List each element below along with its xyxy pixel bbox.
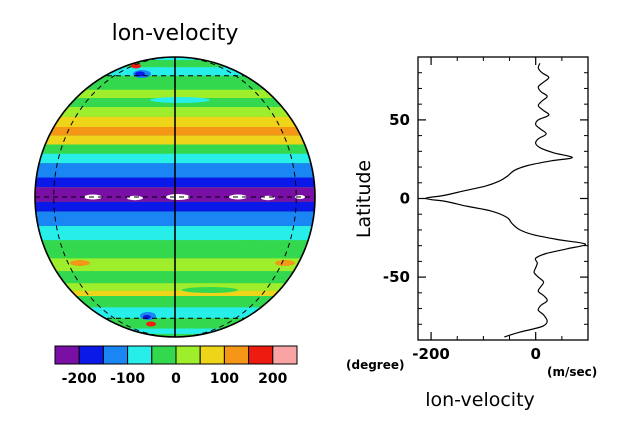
colorbar-swatch <box>199 345 225 365</box>
x-tick-label: 0 <box>530 345 540 363</box>
texture-blob <box>275 260 295 266</box>
plot-frame <box>417 56 589 341</box>
colorbar-tick-label: -200 <box>62 371 97 387</box>
colorbar-tick-label: 200 <box>258 371 287 387</box>
axes: -50 0 50 -200 0 <box>383 57 589 363</box>
colorbar-tick-label: 100 <box>210 371 239 387</box>
y-axis-label: Latitude <box>353 160 375 238</box>
colorbar: -200 -100 0 100 200 <box>54 345 298 387</box>
colorbar-swatch <box>223 345 250 365</box>
colorbar-swatch <box>78 345 104 365</box>
profile-plot: -50 0 50 -200 0 Latitude (degree) (m/sec) lo… <box>346 56 597 411</box>
colorbar-swatch <box>151 345 177 365</box>
y-tick-label: -50 <box>383 268 410 286</box>
equatorial-white-patch <box>166 194 190 200</box>
x-tick-label: -200 <box>412 345 450 363</box>
globe-title: lon-velocity <box>112 21 239 46</box>
y-tick-label: 0 <box>400 190 410 208</box>
meridian-line <box>53 57 176 337</box>
globe-map <box>34 56 316 338</box>
x-unit-label: (m/sec) <box>547 365 597 379</box>
colorbar-swatch <box>54 345 80 365</box>
velocity-profile-line <box>425 63 587 338</box>
equatorial-white-patch <box>127 195 143 201</box>
y-tick-label: 50 <box>389 111 410 129</box>
meridian-line <box>174 57 297 337</box>
colorbar-swatch <box>248 345 274 365</box>
profile-title: lon-velocity <box>425 389 535 411</box>
colorbar-swatch <box>272 345 298 365</box>
y-unit-label: (degree) <box>346 358 404 372</box>
texture-blob <box>182 287 238 293</box>
texture-blob <box>70 260 90 266</box>
north-vortex-core <box>135 71 145 77</box>
texture-blob <box>150 97 210 103</box>
texture-blob <box>225 240 275 246</box>
colorbar-swatch <box>102 345 129 365</box>
colorbar-tick-label: 0 <box>171 371 181 387</box>
texture-blob <box>73 154 117 160</box>
north-red-spot <box>131 63 141 69</box>
equatorial-white-patch <box>261 195 275 201</box>
colorbar-tick-label: -100 <box>110 371 145 387</box>
south-red-spot <box>146 321 156 327</box>
colorbar-swatch <box>127 345 153 365</box>
colorbar-swatch <box>175 345 201 365</box>
globe-outline <box>34 56 316 338</box>
